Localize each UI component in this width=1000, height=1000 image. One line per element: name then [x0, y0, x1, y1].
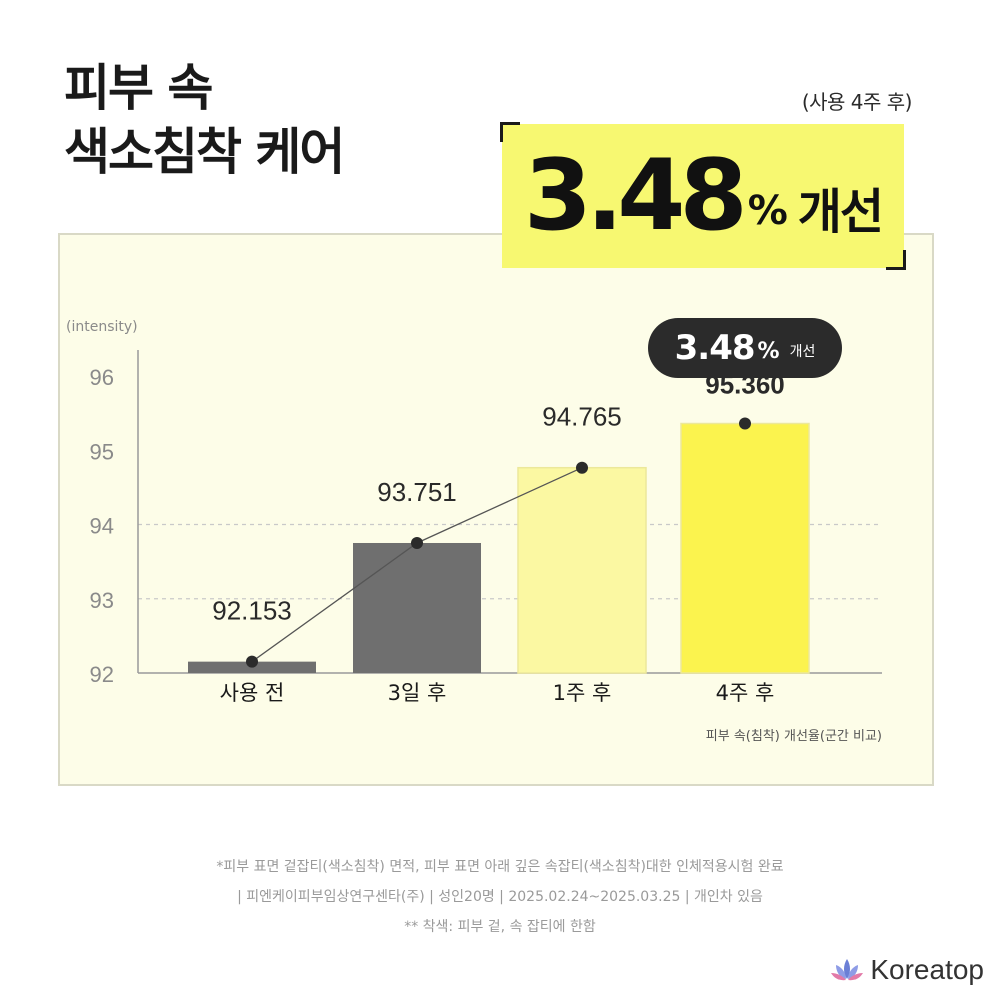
bar-4: [680, 422, 810, 674]
category-label-2: 3일 후: [388, 681, 447, 705]
headline: 피부 속 색소침착 케어: [64, 56, 345, 184]
chart-bars: [188, 422, 810, 674]
badge-word: 개선: [789, 344, 816, 360]
corner-bracket-top-left: [500, 122, 520, 142]
period-label: (사용 4주 후): [801, 90, 913, 114]
chart-trend-line: [246, 417, 751, 668]
footnote-1: *피부 표면 겉잡티(색소침착) 면적, 피부 표면 아래 깊은 속잡티(색소침…: [216, 859, 784, 875]
highlight-word: 개선: [797, 184, 884, 240]
category-label-3: 1주 후: [553, 681, 612, 705]
data-point-4: [739, 417, 751, 430]
data-point-3: [576, 461, 588, 474]
y-tick-93: 93: [90, 588, 114, 613]
data-point-2: [411, 536, 423, 549]
corner-bracket-bottom-right: [886, 250, 906, 270]
lotus-icon: [831, 959, 864, 981]
improvement-highlight: 3.48 % 개선: [500, 122, 906, 270]
chart-caption: 피부 속(침착) 개선율(군간 비교): [706, 729, 882, 744]
value-label-2: 93.751: [377, 477, 457, 507]
highlight-percent: %: [747, 188, 788, 234]
y-tick-94: 94: [90, 514, 114, 539]
category-label-4: 4주 후: [716, 681, 775, 705]
category-label-1: 사용 전: [220, 681, 285, 705]
footnote-2: | 피엔케이피부임상연구센타(주) | 성인20명 | 2025.02.24~2…: [237, 889, 763, 905]
badge-number: 3.48: [674, 328, 756, 368]
data-point-1: [246, 655, 258, 668]
bar-2: [353, 542, 481, 673]
y-tick-92: 92: [90, 662, 114, 687]
headline-line-1: 피부 속: [64, 59, 213, 117]
y-tick-95: 95: [90, 439, 114, 464]
y-tick-96: 96: [90, 365, 114, 390]
brand-name: Koreatop: [870, 954, 984, 985]
brand-watermark: Koreatop: [830, 954, 984, 986]
headline-line-2: 색소침착 케어: [64, 123, 345, 181]
value-label-1: 92.153: [212, 596, 292, 626]
bar-3: [517, 466, 647, 674]
highlight-number: 3.48: [523, 139, 748, 253]
footnotes: *피부 표면 겉잡티(색소침착) 면적, 피부 표면 아래 깊은 속잡티(색소침…: [0, 852, 1000, 942]
value-label-3: 94.765: [542, 402, 622, 432]
footnote-3: ** 착색: 피부 겉, 속 잡티에 한함: [404, 919, 596, 935]
y-axis-title: (intensity): [66, 319, 138, 335]
improvement-badge: 3.48 % 개선: [648, 318, 842, 378]
badge-percent: %: [757, 338, 780, 364]
